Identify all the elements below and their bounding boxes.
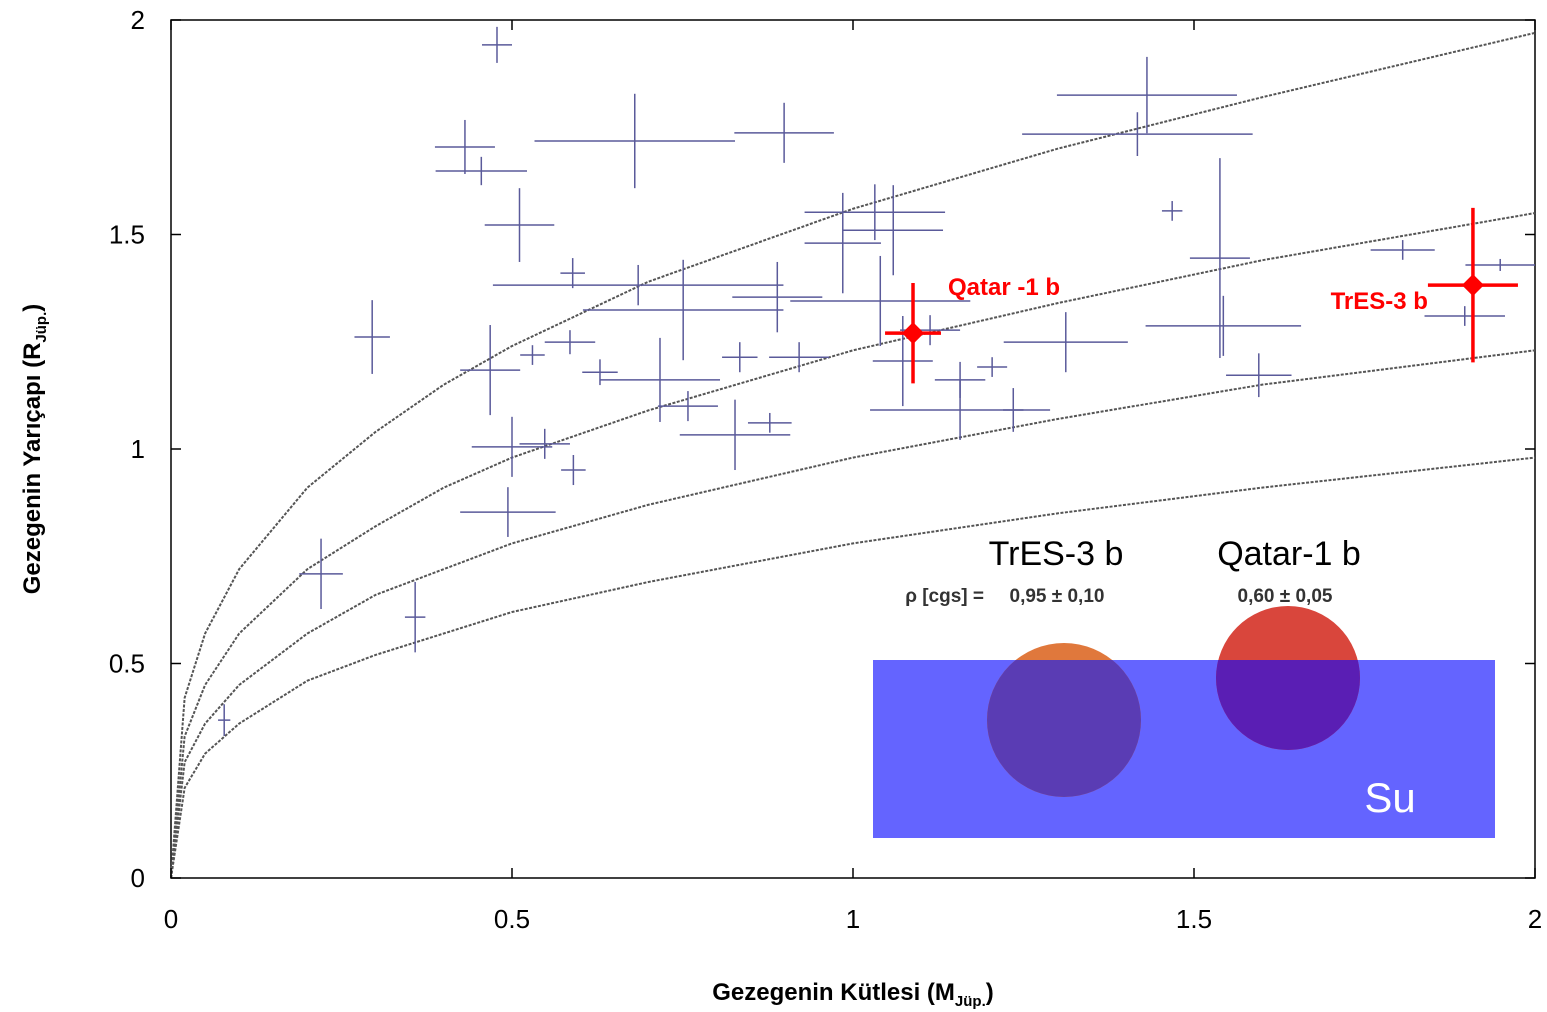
density-curve	[170, 212, 1536, 879]
density-value: 0,95 ± 0,10	[1010, 586, 1105, 607]
density-value: 0,60 ± 0,05	[1238, 586, 1333, 607]
y-axis-label: Gezegenin Yarıçapı (RJüp.)	[19, 304, 50, 595]
x-label-text: Gezegenin Kütlesi (M	[712, 979, 955, 1006]
x-axis-label: Gezegenin Kütlesi (MJüp.)	[712, 979, 994, 1010]
inset-name: Qatar-1 b	[1217, 535, 1361, 573]
point-label: Qatar -1 b	[948, 274, 1060, 301]
density-curve	[170, 31, 1536, 879]
density-curve	[170, 456, 1536, 879]
x-tick-label: 0	[164, 904, 178, 934]
y-label-sub: Jüp.	[33, 312, 50, 343]
point-label: TrES-3 b	[1331, 288, 1428, 315]
point-marker	[1461, 274, 1484, 297]
water-box	[873, 660, 1495, 838]
y-label-text: Gezegenin Yarıçapı (R	[19, 343, 46, 595]
water-label: Su	[1364, 774, 1415, 821]
density-curve	[170, 349, 1536, 879]
y-tick-label: 0	[131, 863, 145, 893]
y-tick-label: 1	[131, 434, 145, 464]
x-label-end: )	[986, 979, 994, 1006]
y-tick-label: 1.5	[109, 220, 145, 250]
x-tick-label: 1.5	[1176, 904, 1212, 934]
y-tick-label: 0.5	[109, 649, 145, 679]
y-tick-label: 2	[131, 5, 145, 35]
density-inset: TrES-3 b Qatar-1 b ρ [cgs] = 0,95 ± 0,10…	[873, 535, 1495, 838]
qatar1-submerged	[1216, 660, 1360, 750]
tres3-submerged	[987, 660, 1141, 797]
y-label-end: )	[19, 304, 46, 312]
density-label: ρ [cgs] =	[905, 586, 984, 607]
inset-name: TrES-3 b	[989, 535, 1124, 573]
x-tick-label: 2	[1528, 904, 1542, 934]
x-tick-label: 1	[846, 904, 860, 934]
x-label-sub: Jüp.	[955, 993, 986, 1010]
x-tick-label: 0.5	[494, 904, 530, 934]
point-marker	[902, 322, 925, 345]
